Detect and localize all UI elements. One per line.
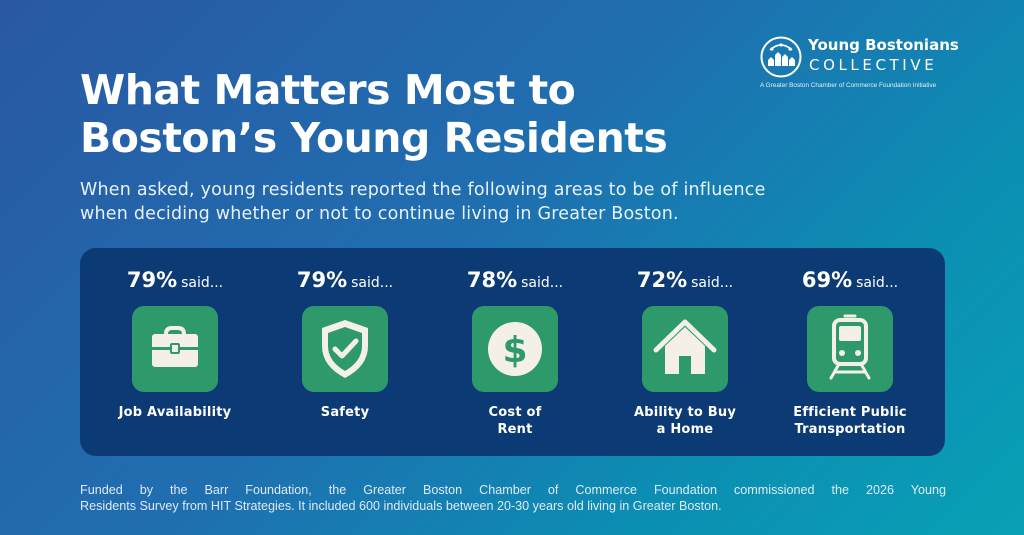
- stat-label: Ability to Buy a Home: [633, 405, 737, 437]
- icon-tile: [807, 306, 893, 392]
- stat-ability-to-buy-home: 72% said... Ability to Buy a Home: [600, 248, 770, 456]
- stat-said: said...: [351, 275, 394, 291]
- stat-percent: 79%: [296, 268, 348, 292]
- briefcase-icon: [152, 326, 198, 367]
- stat-said: said...: [521, 275, 564, 291]
- shield-check-icon: [322, 320, 368, 378]
- icon-tile: [132, 306, 218, 392]
- stat-said: said...: [856, 275, 899, 291]
- stat-label: Efficient Public Transportation: [793, 405, 907, 437]
- stat-label: Cost of Rent: [488, 405, 542, 437]
- svg-text:$: $: [502, 330, 527, 371]
- subtitle-line-1: When asked, young residents reported the…: [80, 180, 766, 200]
- icon-tile: $: [472, 306, 558, 392]
- stat-label: Safety: [320, 405, 370, 420]
- stat-heading: 79% said...: [260, 268, 430, 292]
- train-icon: [829, 314, 871, 380]
- icon-tile: [642, 306, 728, 392]
- stat-heading: 69% said...: [765, 268, 935, 292]
- stat-percent: 72%: [636, 268, 688, 292]
- stat-job-availability: 79% said... Job Availability: [90, 248, 260, 456]
- footer-line-1: Funded by the Barr Foundation, the Great…: [80, 483, 946, 497]
- title-line-1: What Matters Most to: [80, 66, 576, 114]
- dollar-icon: $: [488, 322, 542, 376]
- stat-heading: 79% said...: [90, 268, 260, 292]
- footer-line-2: Residents Survey from HIT Strategies. It…: [80, 499, 722, 513]
- stats-panel: 79% said... Job Availability 79% said...: [80, 248, 945, 456]
- stat-safety: 79% said... Safety: [260, 248, 430, 456]
- stat-percent: 69%: [801, 268, 853, 292]
- page-title: What Matters Most to Boston’s Young Resi…: [80, 66, 720, 162]
- stat-cost-of-rent: 78% said... $ Cost of Rent: [430, 248, 600, 456]
- logo-collective: COLLECTIVE: [809, 56, 938, 74]
- collective-logo-icon: [760, 36, 802, 78]
- logo-name: Young Bostonians: [808, 36, 959, 54]
- stat-heading: 78% said...: [430, 268, 600, 292]
- stat-label: Job Availability: [118, 405, 232, 420]
- icon-tile: [302, 306, 388, 392]
- logo-tagline: A Greater Boston Chamber of Commerce Fou…: [760, 82, 937, 89]
- stat-percent: 79%: [126, 268, 178, 292]
- subtitle-line-2: when deciding whether or not to continue…: [80, 204, 679, 224]
- young-bostonians-logo: Young Bostonians COLLECTIVE A Greater Bo…: [760, 34, 990, 94]
- title-line-2: Boston’s Young Residents: [80, 114, 668, 162]
- footer-note: Funded by the Barr Foundation, the Great…: [80, 482, 946, 514]
- stat-said: said...: [181, 275, 224, 291]
- house-icon: [653, 319, 717, 374]
- page-subtitle: When asked, young residents reported the…: [80, 178, 940, 226]
- stat-public-transportation: 69% said... Efficient Public Transportati…: [765, 248, 935, 456]
- stat-percent: 78%: [466, 268, 518, 292]
- stat-heading: 72% said...: [600, 268, 770, 292]
- stat-said: said...: [691, 275, 734, 291]
